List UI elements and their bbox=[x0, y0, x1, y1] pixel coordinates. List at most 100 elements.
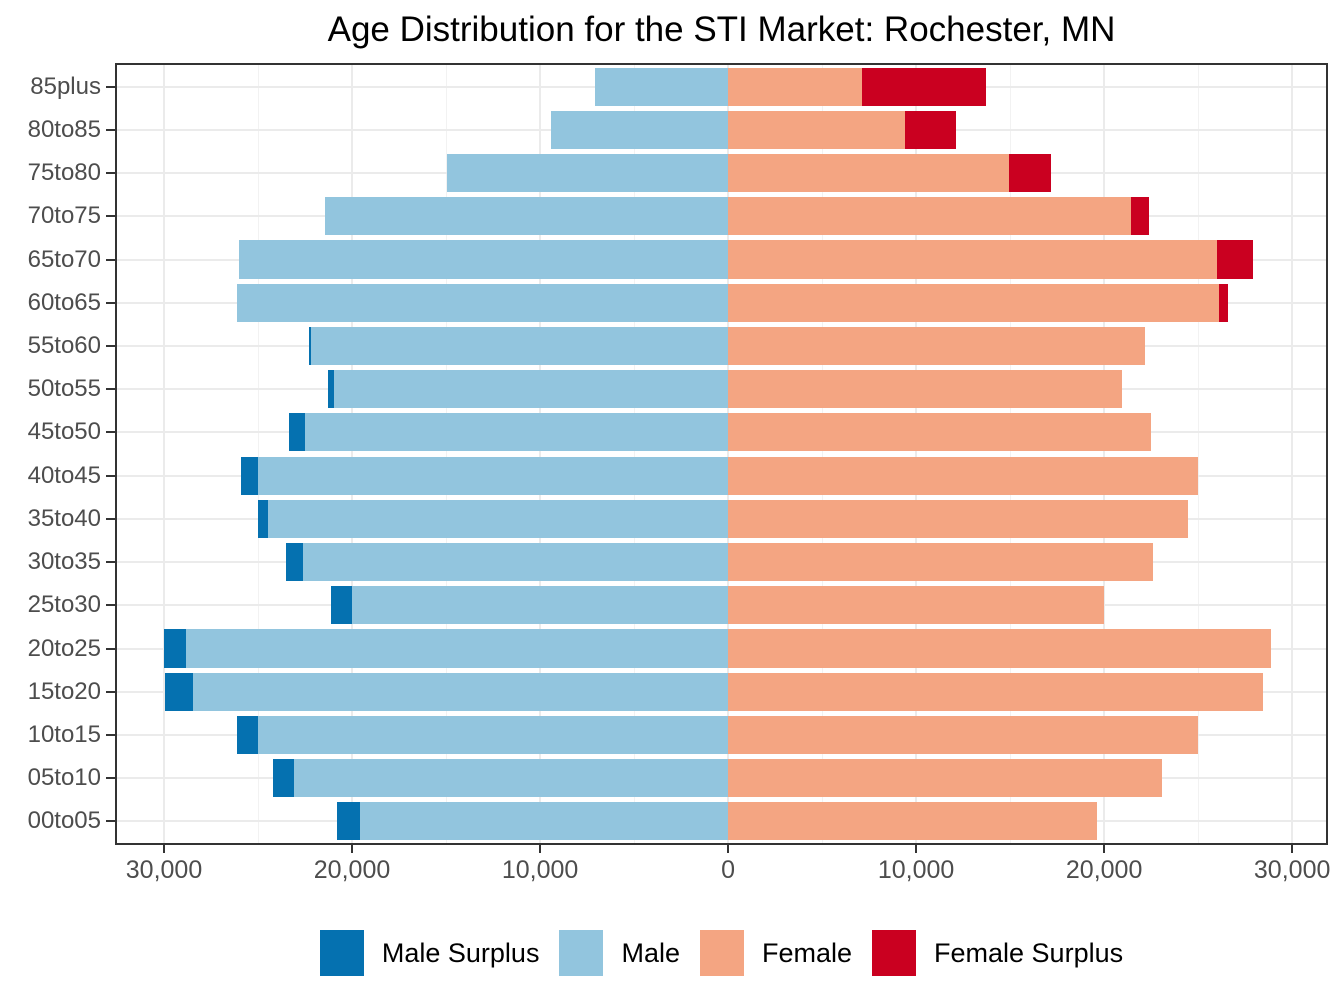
y-axis-tick bbox=[106, 301, 115, 304]
bar-male-50to55 bbox=[334, 370, 729, 409]
bar-female-00to05 bbox=[728, 802, 1097, 841]
bar-female-surplus-80to85 bbox=[904, 110, 956, 149]
x-axis-tick bbox=[727, 845, 730, 853]
y-axis-label: 55to60 bbox=[27, 331, 101, 359]
bar-male-surplus-10to15 bbox=[237, 715, 258, 755]
bar-male-05to10 bbox=[293, 759, 729, 798]
bar-female-60to65 bbox=[728, 283, 1219, 322]
gridline-vertical-minor bbox=[1010, 65, 1012, 843]
bar-male-surplus-35to40 bbox=[258, 499, 269, 538]
bar-female-surplus-85plus bbox=[861, 67, 986, 106]
bar-female-50to55 bbox=[728, 370, 1122, 409]
bar-female-25to30 bbox=[728, 586, 1105, 625]
x-axis-label: 10,000 bbox=[877, 856, 955, 884]
x-axis-label: 0 bbox=[721, 856, 736, 884]
x-axis-label: 10,000 bbox=[501, 856, 579, 884]
x-axis-tick bbox=[1291, 845, 1294, 853]
y-axis-label: 00to05 bbox=[27, 807, 101, 835]
y-axis-tick bbox=[106, 517, 115, 520]
bar-female-70to75 bbox=[728, 197, 1132, 236]
bar-male-30to35 bbox=[303, 542, 729, 582]
y-axis-label: 10to15 bbox=[27, 720, 101, 748]
legend: Male Surplus Male Female Female Surplus bbox=[115, 930, 1328, 976]
bar-female-80to85 bbox=[728, 110, 905, 149]
legend-item-female_surplus: Female Surplus bbox=[872, 930, 1123, 976]
bar-male-surplus-00to05 bbox=[336, 802, 360, 841]
y-axis-tick bbox=[106, 690, 115, 693]
y-axis-tick bbox=[106, 431, 115, 434]
gridline-vertical-major bbox=[351, 65, 354, 843]
bar-female-40to45 bbox=[728, 456, 1199, 495]
gridline-vertical-major bbox=[1103, 65, 1106, 843]
bar-male-45to50 bbox=[305, 413, 729, 452]
gridline-vertical-major bbox=[1291, 65, 1294, 843]
gridline-vertical-major bbox=[163, 65, 165, 843]
legend-label-female_surplus: Female Surplus bbox=[934, 937, 1124, 968]
y-axis-tick bbox=[106, 777, 115, 780]
gridline-vertical-minor bbox=[634, 65, 636, 843]
bar-male-00to05 bbox=[359, 802, 729, 841]
bar-male-35to40 bbox=[268, 499, 729, 538]
y-axis-tick bbox=[106, 258, 115, 261]
bar-male-surplus-40to45 bbox=[241, 456, 259, 495]
x-axis-tick bbox=[539, 845, 542, 853]
bar-male-10to15 bbox=[258, 715, 729, 755]
y-axis-label: 70to75 bbox=[27, 202, 101, 230]
x-axis-label: 30,000 bbox=[1253, 856, 1331, 884]
bar-female-15to20 bbox=[728, 672, 1263, 711]
bar-male-surplus-20to25 bbox=[164, 629, 186, 668]
bar-male-70to75 bbox=[324, 197, 729, 236]
bar-female-surplus-60to65 bbox=[1218, 283, 1229, 322]
bar-male-surplus-50to55 bbox=[327, 370, 335, 409]
legend-swatch-female bbox=[699, 930, 744, 976]
gridline-vertical-major bbox=[915, 65, 918, 843]
bar-male-20to25 bbox=[185, 629, 729, 668]
legend-item-female: Female bbox=[699, 930, 852, 976]
gridline-vertical-minor bbox=[1198, 65, 1200, 843]
bar-male-25to30 bbox=[352, 586, 729, 625]
bar-male-surplus-30to35 bbox=[286, 542, 304, 582]
y-axis-label: 75to80 bbox=[27, 159, 101, 187]
y-axis-tick bbox=[106, 561, 115, 564]
bar-male-15to20 bbox=[193, 672, 729, 711]
legend-label-male_surplus: Male Surplus bbox=[381, 937, 540, 968]
bar-male-65to70 bbox=[239, 240, 729, 279]
legend-swatch-female_surplus bbox=[872, 930, 917, 976]
bar-female-45to50 bbox=[728, 413, 1152, 452]
bar-male-surplus-15to20 bbox=[164, 672, 194, 711]
legend-item-male: Male bbox=[559, 930, 680, 976]
y-axis-tick bbox=[106, 604, 115, 607]
y-axis-tick bbox=[106, 474, 115, 477]
y-axis-tick bbox=[106, 820, 115, 823]
legend-swatch-male bbox=[559, 930, 604, 976]
gridline-vertical-minor bbox=[822, 65, 824, 843]
bar-female-surplus-70to75 bbox=[1131, 197, 1150, 236]
y-axis-tick bbox=[106, 172, 115, 175]
bar-female-30to35 bbox=[728, 542, 1153, 582]
bar-female-05to10 bbox=[728, 759, 1163, 798]
legend-swatch-male_surplus bbox=[319, 930, 364, 976]
x-axis-label: 20,000 bbox=[1065, 856, 1143, 884]
y-axis-label: 35to40 bbox=[27, 504, 101, 532]
bar-female-20to25 bbox=[728, 629, 1271, 668]
y-axis-label: 25to30 bbox=[27, 591, 101, 619]
bar-male-80to85 bbox=[551, 110, 729, 149]
gridline-vertical-major bbox=[727, 65, 730, 843]
y-axis-tick bbox=[106, 647, 115, 650]
y-axis-label: 40to45 bbox=[27, 461, 101, 489]
bar-female-55to60 bbox=[728, 326, 1146, 366]
y-axis-tick bbox=[106, 388, 115, 391]
y-axis-tick bbox=[106, 344, 115, 347]
plot-panel bbox=[115, 63, 1328, 845]
bar-male-surplus-45to50 bbox=[289, 413, 305, 452]
bar-male-55to60 bbox=[310, 326, 729, 366]
y-axis-label: 80to85 bbox=[27, 115, 101, 143]
y-axis-tick bbox=[106, 85, 115, 88]
bar-female-surplus-75to80 bbox=[1009, 153, 1052, 193]
bar-female-85plus bbox=[728, 67, 862, 106]
bar-female-65to70 bbox=[728, 240, 1217, 279]
gridline-vertical-minor bbox=[258, 65, 260, 843]
gridline-vertical-major bbox=[539, 65, 542, 843]
x-axis-label: 30,000 bbox=[125, 856, 203, 884]
